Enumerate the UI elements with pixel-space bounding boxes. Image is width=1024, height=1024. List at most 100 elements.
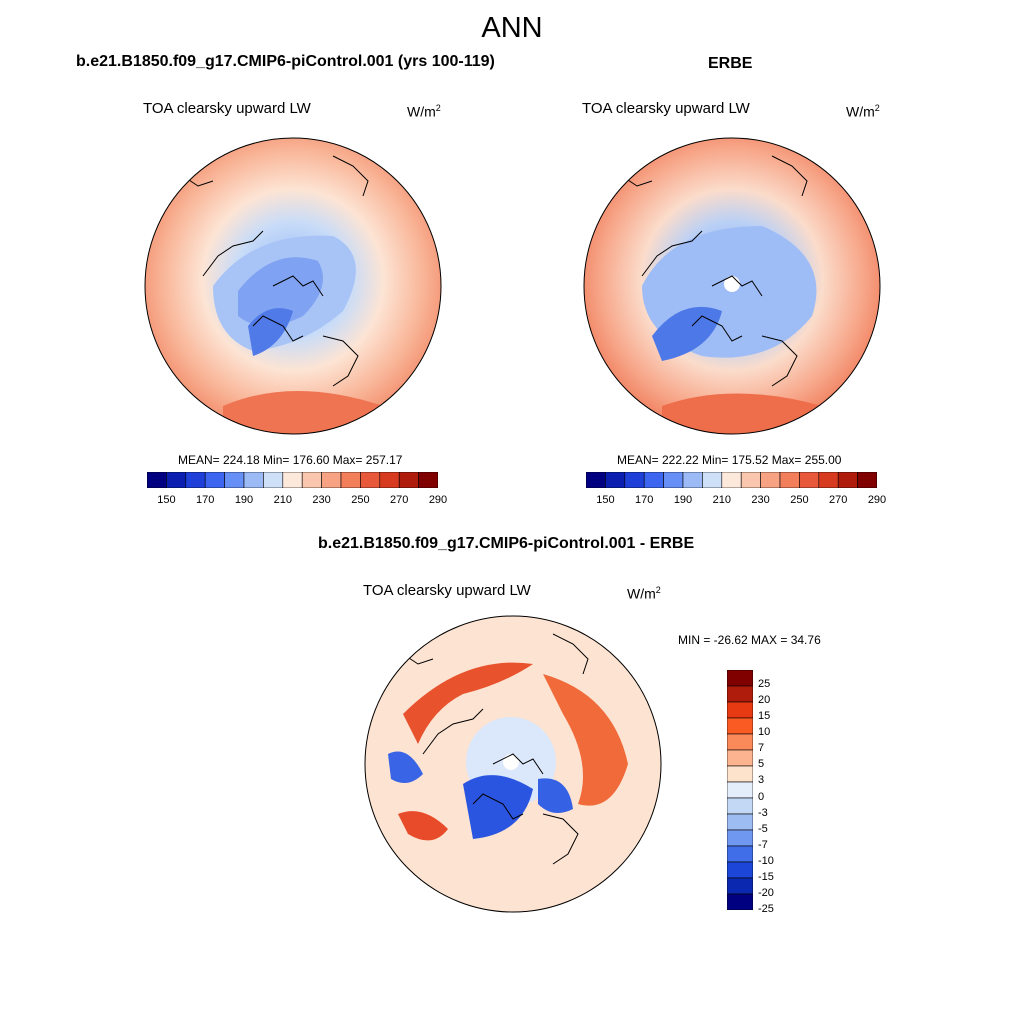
colorbar-swatch	[727, 797, 753, 815]
colorbar-swatch	[721, 472, 742, 488]
colorbar-tick-label: 230	[312, 494, 331, 506]
colorbar-swatch	[727, 733, 753, 751]
colorbar-swatch	[282, 472, 303, 488]
positive-anomaly-region	[398, 811, 448, 841]
colorbar-tick-label: 270	[390, 494, 409, 506]
panel-1-colorbar-labels: 150 170 190 210 230 250 270 290	[147, 494, 447, 508]
colorbar-swatch	[185, 472, 206, 488]
panel-3-colorbar-labels: 25 20 15 10 7 5 3 0 -3 -5 -7 -10 -15 -20 -25	[758, 670, 798, 915]
panel-2-stats: MEAN= 222.22 Min= 175.52 Max= 255.00	[617, 453, 842, 467]
panel-2-colorbar-labels: 150 170 190 210 230 250 270 290	[586, 494, 886, 508]
colorbar-swatch	[727, 701, 753, 719]
colorbar-swatch	[643, 472, 664, 488]
negative-anomaly-region	[538, 778, 573, 813]
panel-1-colorbar	[147, 472, 438, 488]
colorbar-swatch	[727, 749, 753, 767]
colorbar-swatch	[727, 685, 753, 703]
colorbar-tick-label: 10	[758, 726, 771, 738]
colorbar-tick-label: 7	[758, 742, 765, 754]
colorbar-tick-label: 210	[273, 494, 292, 506]
colorbar-swatch	[398, 472, 419, 488]
panel-1-title: b.e21.B1850.f09_g17.CMIP6-piControl.001 …	[76, 53, 495, 70]
panel-3-colorbar	[727, 670, 753, 910]
panel-3-units: W/m2	[627, 585, 661, 602]
panel-2-colorbar	[586, 472, 877, 488]
positive-anomaly-region	[543, 674, 628, 806]
colorbar-swatch	[727, 877, 753, 895]
coastlines	[621, 155, 808, 387]
colorbar-tick-label: 0	[758, 791, 765, 803]
colorbar-tick-label: 170	[635, 494, 654, 506]
colorbar-tick-label: 250	[790, 494, 809, 506]
panel-1-variable-label: TOA clearsky upward LW	[143, 100, 311, 117]
colorbar-swatch	[321, 472, 342, 488]
colorbar-tick-label: 190	[673, 494, 693, 506]
colorbar-swatch	[760, 472, 781, 488]
panel-1-stats: MEAN= 224.18 Min= 176.60 Max= 257.17	[178, 453, 403, 467]
colorbar-swatch	[586, 472, 606, 488]
colorbar-tick-label: 150	[157, 494, 176, 506]
colorbar-tick-label: -10	[758, 855, 774, 867]
colorbar-swatch	[663, 472, 684, 488]
colorbar-swatch	[379, 472, 400, 488]
colorbar-swatch	[727, 829, 753, 847]
colorbar-swatch	[624, 472, 645, 488]
colorbar-swatch	[799, 472, 820, 488]
colorbar-swatch	[837, 472, 858, 488]
colorbar-tick-label: 5	[758, 758, 765, 770]
colorbar-tick-label: -20	[758, 887, 774, 899]
colorbar-tick-label: 3	[758, 774, 765, 786]
colorbar-swatch	[340, 472, 361, 488]
colorbar-swatch	[204, 472, 225, 488]
panel-2-polar-map	[583, 137, 881, 435]
colorbar-swatch	[727, 813, 753, 831]
colorbar-tick-label: 210	[712, 494, 731, 506]
colorbar-tick-label: 20	[758, 694, 771, 706]
panel-2-units: W/m2	[846, 103, 880, 120]
coastlines	[402, 633, 589, 865]
colorbar-tick-label: 290	[428, 494, 448, 506]
colorbar-swatch	[301, 472, 322, 488]
colorbar-swatch	[243, 472, 264, 488]
colorbar-tick-label: 270	[829, 494, 848, 506]
colorbar-swatch	[740, 472, 761, 488]
colorbar-swatch	[360, 472, 381, 488]
colorbar-tick-label: 230	[751, 494, 770, 506]
colorbar-tick-label: -3	[758, 807, 768, 819]
colorbar-tick-label: -5	[758, 823, 768, 835]
colorbar-swatch	[727, 670, 753, 687]
colorbar-tick-label: -25	[758, 903, 774, 915]
missing-data-pole	[503, 754, 519, 770]
panel-1-units: W/m2	[407, 103, 441, 120]
colorbar-tick-label: -15	[758, 871, 774, 883]
panel-2-title: ERBE	[708, 55, 753, 72]
negative-anomaly-region	[463, 775, 533, 839]
colorbar-tick-label: 25	[758, 678, 771, 690]
figure-title: ANN	[481, 12, 543, 44]
colorbar-tick-label: 170	[196, 494, 215, 506]
panel-3-polar-map	[364, 615, 662, 913]
colorbar-swatch	[166, 472, 187, 488]
colorbar-swatch	[857, 472, 877, 488]
coastlines	[182, 155, 369, 387]
colorbar-tick-label: 150	[596, 494, 615, 506]
colorbar-swatch	[224, 472, 245, 488]
colorbar-swatch	[263, 472, 284, 488]
positive-anomaly-region	[403, 662, 533, 744]
colorbar-swatch	[727, 861, 753, 879]
colorbar-tick-label: -7	[758, 839, 768, 851]
colorbar-tick-label: 15	[758, 710, 771, 722]
colorbar-swatch	[605, 472, 626, 488]
colorbar-tick-label: 290	[867, 494, 887, 506]
colorbar-tick-label: 250	[351, 494, 370, 506]
colorbar-swatch	[727, 893, 753, 910]
colorbar-swatch	[818, 472, 839, 488]
panel-3-variable-label: TOA clearsky upward LW	[363, 582, 531, 599]
map-boundary	[144, 137, 442, 435]
colorbar-tick-label: 190	[234, 494, 254, 506]
colorbar-swatch	[147, 472, 167, 488]
colorbar-swatch	[779, 472, 800, 488]
panel-1-polar-map	[144, 137, 442, 435]
colorbar-swatch	[727, 765, 753, 783]
panel-3-stats: MIN = -26.62 MAX = 34.76	[678, 633, 821, 647]
